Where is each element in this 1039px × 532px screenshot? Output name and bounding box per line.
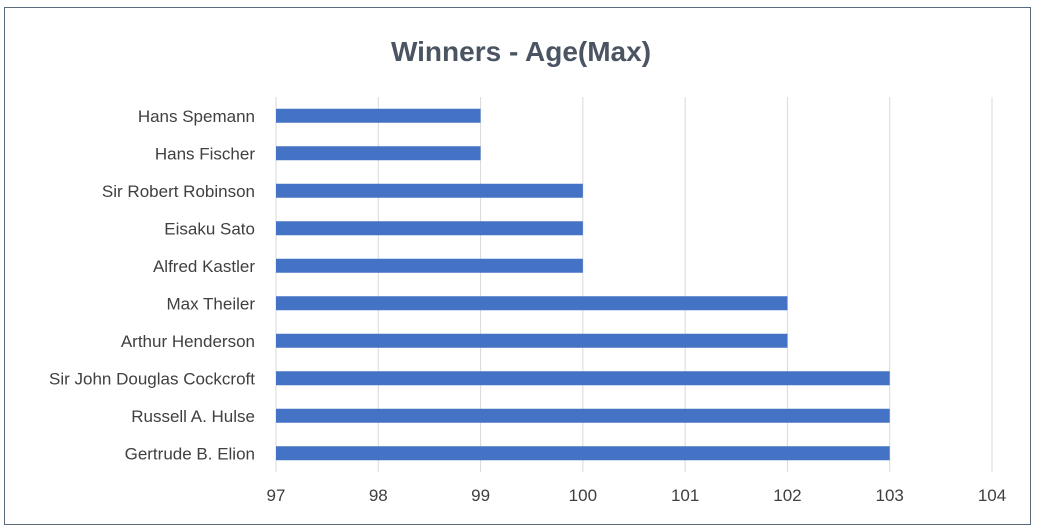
bar [276, 258, 583, 273]
x-tick-label: 103 [876, 486, 904, 505]
x-tick-label: 100 [569, 486, 597, 505]
category-label: Hans Spemann [138, 107, 255, 126]
x-tick-label: 98 [369, 486, 388, 505]
bar [276, 333, 788, 348]
category-label: Sir John Douglas Cockcroft [49, 369, 255, 388]
x-tick-labels: 97 98 99 100 101 102 103 104 [267, 486, 1007, 505]
x-tick-label: 102 [773, 486, 801, 505]
category-label: Eisaku Sato [164, 219, 255, 238]
bar [276, 146, 481, 161]
bar [276, 108, 481, 123]
bars [276, 108, 890, 461]
chart-title: Winners - Age(Max) [391, 36, 651, 67]
bar [276, 221, 583, 236]
bar [276, 183, 583, 198]
category-label: Max Theiler [167, 294, 256, 313]
category-label: Sir Robert Robinson [102, 182, 255, 201]
category-labels: Hans Spemann Hans Fischer Sir Robert Robin… [49, 107, 255, 464]
bar [276, 296, 788, 311]
x-tick-label: 104 [978, 486, 1006, 505]
category-label: Alfred Kastler [153, 257, 255, 276]
bar [276, 446, 890, 461]
x-tick-label: 101 [671, 486, 699, 505]
bar [276, 408, 890, 423]
category-label: Hans Fischer [155, 144, 255, 163]
category-label: Russell A. Hulse [131, 407, 255, 426]
category-label: Gertrude B. Elion [125, 444, 255, 463]
bar [276, 371, 890, 386]
x-tick-label: 97 [267, 486, 286, 505]
x-tick-label: 99 [471, 486, 490, 505]
category-label: Arthur Henderson [121, 332, 255, 351]
